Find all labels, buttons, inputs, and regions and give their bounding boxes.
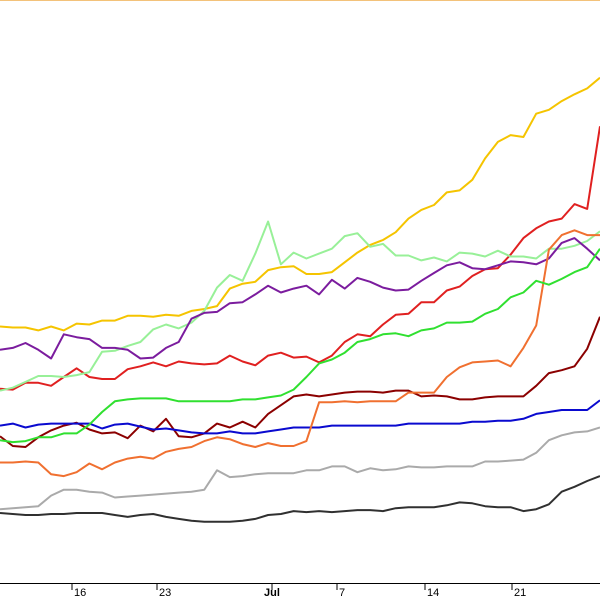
series-layer (0, 76, 600, 523)
series-line-9 (0, 229, 600, 478)
series-line-7 (0, 475, 600, 523)
x-tick-label: 7 (339, 587, 345, 599)
series-line-10 (0, 248, 600, 444)
series-line-8 (0, 426, 600, 511)
x-tick-label: Jul (264, 587, 280, 599)
x-axis-ticks: 16 23 Jul 7 14 21 (71, 583, 526, 599)
series-line-6 (0, 399, 600, 435)
x-tick-label: 16 (74, 587, 86, 599)
x-tick-label: 14 (427, 587, 439, 599)
series-line-2 (0, 126, 600, 391)
x-tick-label: 21 (514, 587, 526, 599)
series-line-4 (0, 237, 600, 360)
series-line-3 (0, 220, 600, 392)
series-line-1 (0, 76, 600, 332)
x-tick-label: 23 (159, 587, 171, 599)
series-line-5 (0, 316, 600, 448)
